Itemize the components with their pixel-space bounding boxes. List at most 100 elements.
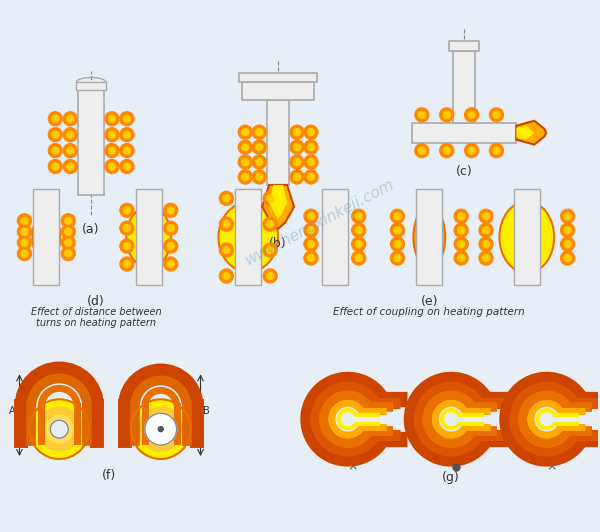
Bar <box>267 101 289 185</box>
Circle shape <box>290 155 304 169</box>
Circle shape <box>560 209 575 223</box>
Circle shape <box>21 228 28 235</box>
Circle shape <box>307 227 314 234</box>
Circle shape <box>355 227 362 234</box>
Circle shape <box>242 159 249 165</box>
Circle shape <box>479 209 493 223</box>
Circle shape <box>391 209 404 223</box>
Circle shape <box>266 247 274 254</box>
Circle shape <box>307 144 314 151</box>
Circle shape <box>167 261 174 268</box>
Circle shape <box>560 237 575 251</box>
Circle shape <box>391 223 404 237</box>
Circle shape <box>560 251 575 265</box>
Circle shape <box>454 209 468 223</box>
Circle shape <box>124 243 130 250</box>
Polygon shape <box>517 126 534 140</box>
Circle shape <box>124 115 130 122</box>
Polygon shape <box>269 185 287 219</box>
Circle shape <box>242 129 249 136</box>
Bar <box>239 72 317 82</box>
Circle shape <box>63 128 77 142</box>
Circle shape <box>124 131 130 138</box>
Circle shape <box>418 111 425 118</box>
Circle shape <box>67 115 74 122</box>
Circle shape <box>307 159 314 165</box>
Circle shape <box>109 115 115 122</box>
Circle shape <box>256 159 263 165</box>
Circle shape <box>120 257 134 271</box>
Circle shape <box>391 251 404 265</box>
Circle shape <box>242 144 249 151</box>
Circle shape <box>52 147 59 154</box>
Circle shape <box>266 221 274 228</box>
Circle shape <box>17 214 31 228</box>
Circle shape <box>252 140 266 154</box>
Circle shape <box>50 420 68 438</box>
Circle shape <box>120 144 134 157</box>
Circle shape <box>109 163 115 170</box>
Polygon shape <box>517 121 546 145</box>
Circle shape <box>124 207 130 214</box>
Circle shape <box>307 173 314 180</box>
Circle shape <box>37 408 81 451</box>
Bar <box>242 82 314 101</box>
Circle shape <box>352 209 365 223</box>
Circle shape <box>105 160 119 173</box>
Text: Effect of distance between
turns on heating pattern: Effect of distance between turns on heat… <box>31 307 161 328</box>
Circle shape <box>61 236 75 250</box>
Circle shape <box>394 213 401 220</box>
Circle shape <box>164 221 178 235</box>
Circle shape <box>391 237 404 251</box>
Circle shape <box>167 225 174 231</box>
Circle shape <box>17 225 31 239</box>
Circle shape <box>223 272 230 279</box>
Circle shape <box>352 237 365 251</box>
Circle shape <box>266 272 274 279</box>
Circle shape <box>63 160 77 173</box>
Text: B: B <box>203 406 209 416</box>
Circle shape <box>564 213 571 220</box>
Circle shape <box>263 243 277 257</box>
Circle shape <box>290 170 304 184</box>
Circle shape <box>293 144 301 151</box>
Circle shape <box>454 237 468 251</box>
Circle shape <box>479 223 493 237</box>
Bar <box>322 189 348 285</box>
Bar <box>235 189 261 285</box>
Circle shape <box>49 128 62 142</box>
Circle shape <box>560 223 575 237</box>
Circle shape <box>21 217 28 224</box>
Circle shape <box>490 108 503 122</box>
Circle shape <box>21 250 28 257</box>
Circle shape <box>120 112 134 126</box>
Circle shape <box>52 163 59 170</box>
Circle shape <box>49 144 62 157</box>
Circle shape <box>65 228 71 235</box>
Circle shape <box>61 214 75 228</box>
Circle shape <box>479 251 493 265</box>
Circle shape <box>263 192 277 205</box>
Circle shape <box>304 125 318 139</box>
Circle shape <box>415 108 429 122</box>
Circle shape <box>293 159 301 165</box>
Circle shape <box>256 173 263 180</box>
Circle shape <box>17 236 31 250</box>
Circle shape <box>458 213 464 220</box>
Circle shape <box>67 163 74 170</box>
Bar <box>449 41 479 51</box>
Circle shape <box>158 427 163 431</box>
Circle shape <box>256 129 263 136</box>
Text: (d): (d) <box>87 295 105 308</box>
Circle shape <box>394 227 401 234</box>
Circle shape <box>105 144 119 157</box>
Circle shape <box>352 251 365 265</box>
Circle shape <box>65 239 71 246</box>
Circle shape <box>307 213 314 220</box>
Circle shape <box>120 203 134 217</box>
Circle shape <box>223 195 230 202</box>
Circle shape <box>238 155 252 169</box>
Circle shape <box>220 243 233 257</box>
Circle shape <box>52 131 59 138</box>
Circle shape <box>124 225 130 231</box>
